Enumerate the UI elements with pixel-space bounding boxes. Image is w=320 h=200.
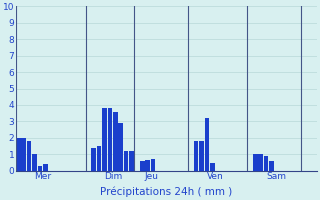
- Bar: [199, 141, 204, 171]
- Bar: [264, 156, 268, 171]
- Bar: [124, 151, 128, 171]
- Bar: [145, 160, 150, 171]
- Bar: [204, 118, 209, 171]
- Bar: [258, 154, 263, 171]
- Bar: [102, 108, 107, 171]
- Bar: [38, 166, 42, 171]
- Bar: [97, 146, 101, 171]
- Bar: [113, 112, 117, 171]
- Bar: [129, 151, 134, 171]
- Bar: [140, 161, 145, 171]
- Bar: [92, 148, 96, 171]
- Bar: [194, 141, 198, 171]
- Bar: [151, 159, 155, 171]
- Bar: [16, 138, 21, 171]
- Bar: [118, 123, 123, 171]
- Bar: [108, 108, 112, 171]
- Bar: [21, 138, 26, 171]
- Bar: [210, 163, 214, 171]
- Bar: [27, 141, 31, 171]
- Bar: [43, 164, 48, 171]
- Bar: [253, 154, 258, 171]
- Bar: [32, 154, 37, 171]
- X-axis label: Précipitations 24h ( mm ): Précipitations 24h ( mm ): [100, 187, 233, 197]
- Bar: [269, 161, 274, 171]
